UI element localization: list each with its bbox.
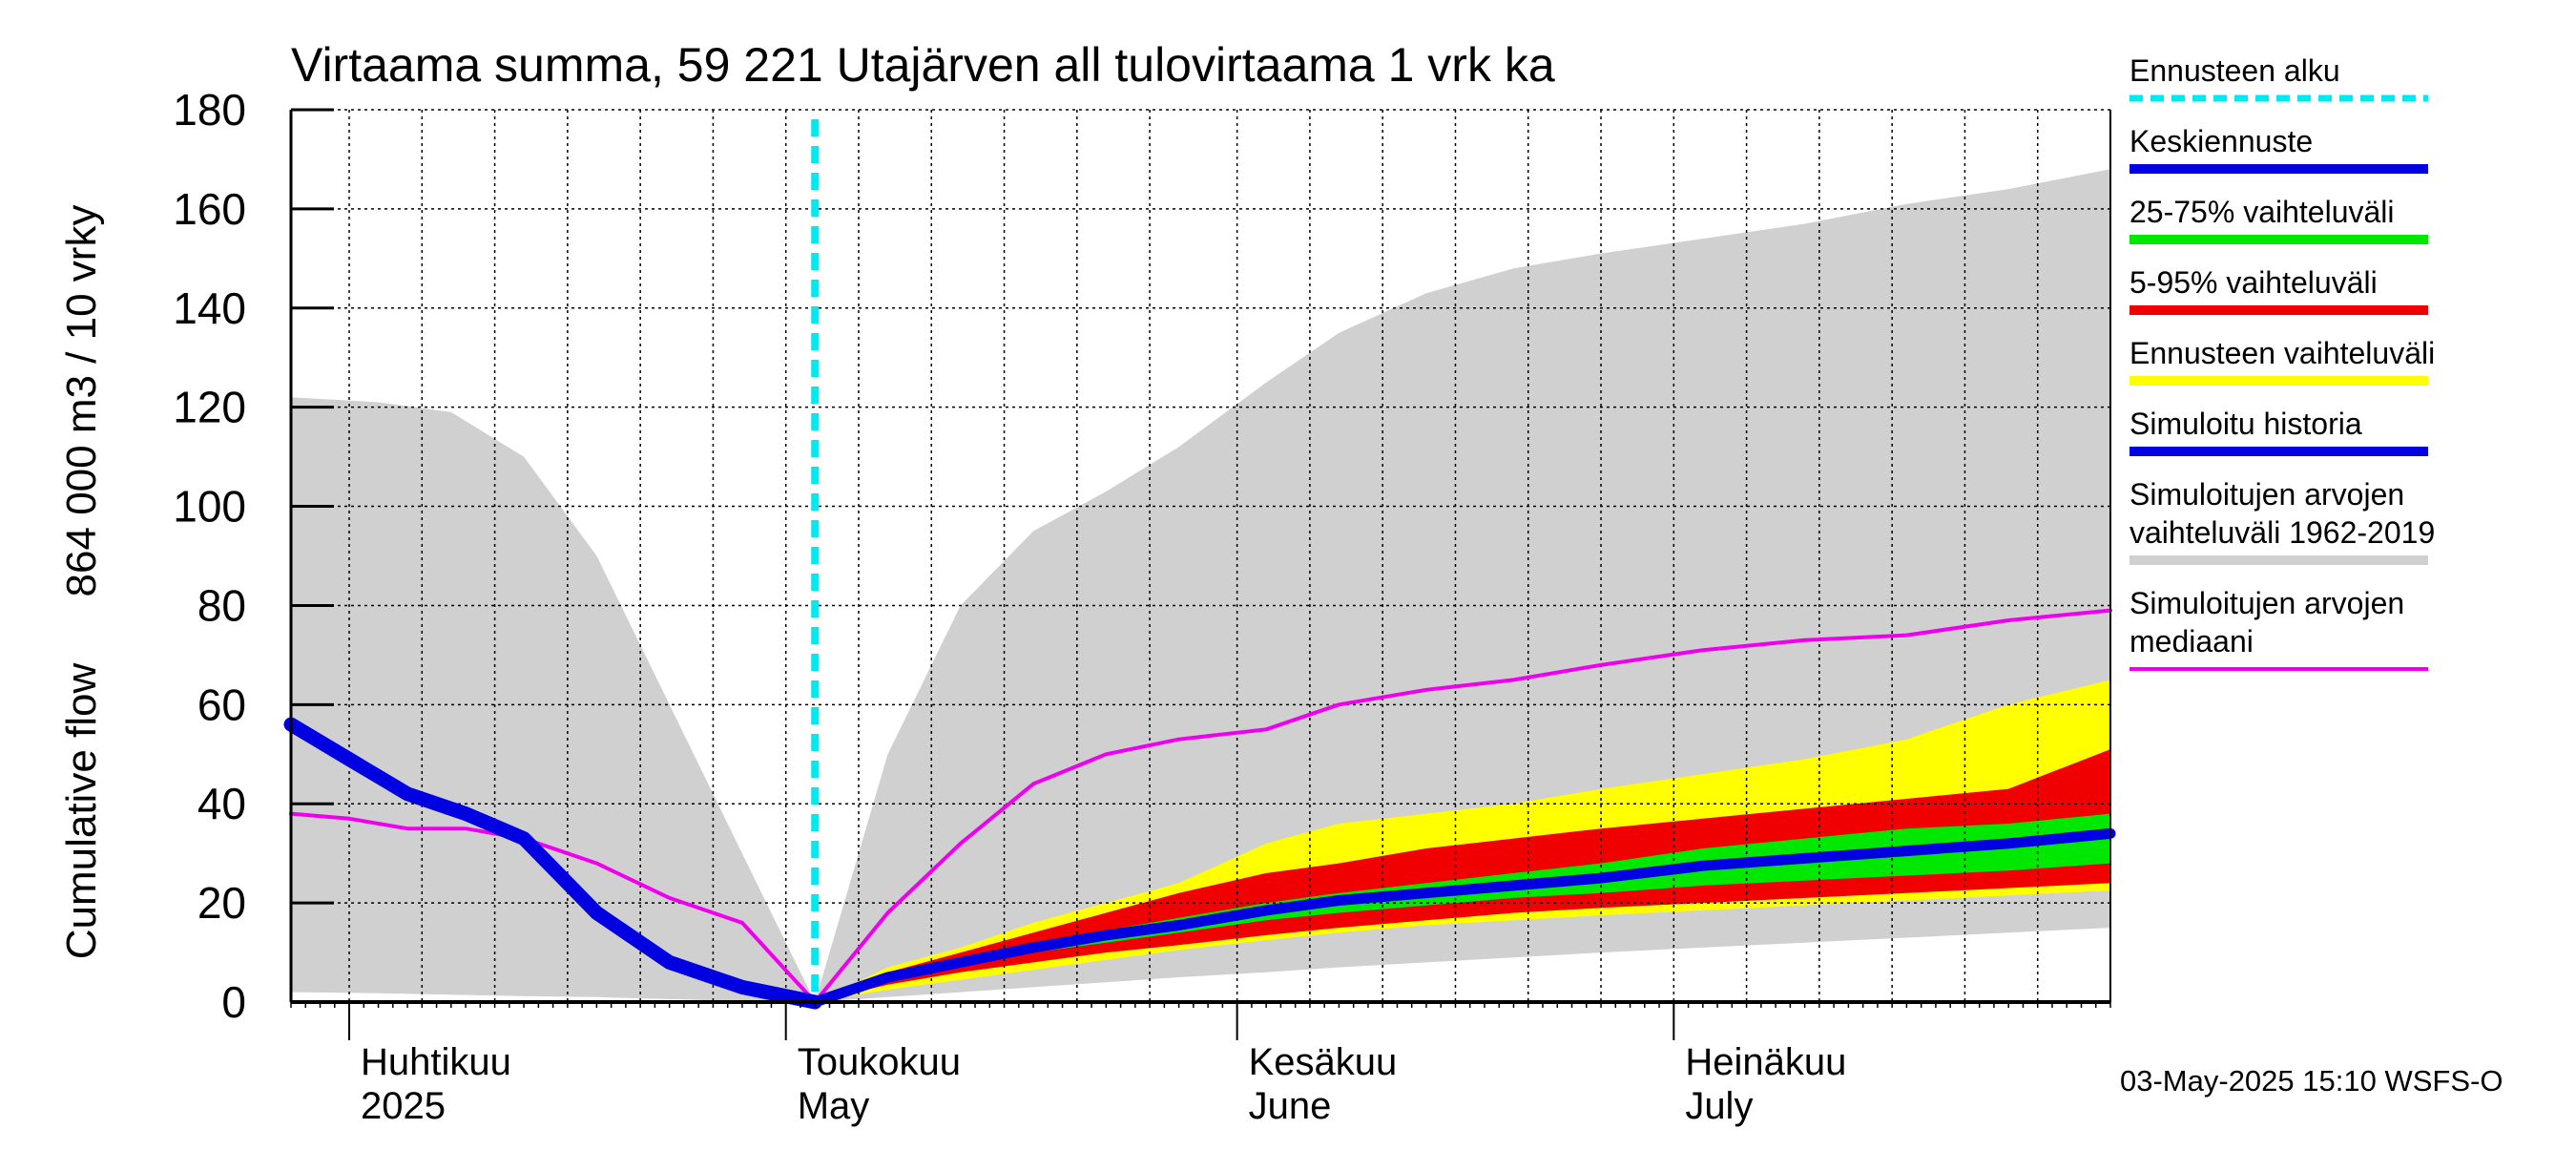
y-tick-label-3: 60	[197, 680, 246, 729]
legend-label-6: Simuloitujen arvojen vaihteluväli 1962-20…	[2129, 477, 2435, 550]
legend: Ennusteen alku Keskiennuste 25-75% vaihtel…	[2129, 53, 2435, 671]
month-label-fi-1: Toukokuu	[798, 1041, 961, 1083]
y-axis-label-en: Cumulative flow	[58, 663, 105, 960]
series-line-6	[809, 827, 2116, 1008]
y-tick-label-2: 40	[197, 779, 246, 828]
y-tick-label-5: 100	[173, 482, 246, 532]
y-axis-label-fi: 864 000 m3 / 10 vrky	[58, 205, 105, 597]
month-label-en-2: June	[1249, 1085, 1332, 1127]
legend-label-3: 5-95% vaihteluväli	[2129, 265, 2378, 300]
legend-label-2: 25-75% vaihteluväli	[2129, 195, 2395, 229]
legend-label-1: Keskiennuste	[2129, 124, 2313, 158]
footer-timestamp: 03-May-2025 15:10 WSFS-O	[2120, 1064, 2503, 1098]
legend-label-4: Ennusteen vaihteluväli	[2129, 336, 2435, 370]
month-label-fi-0: Huhtikuu	[361, 1041, 511, 1083]
y-tick-label-9: 180	[173, 85, 246, 135]
month-label-fi-3: Heinäkuu	[1685, 1041, 1846, 1083]
y-tick-label-6: 120	[173, 383, 246, 432]
y-tick-label-1: 20	[197, 878, 246, 928]
line-layer	[283, 119, 2116, 1010]
month-label-en-0: 2025	[361, 1085, 446, 1127]
series-band-2	[815, 749, 2111, 1002]
y-tick-label-7: 140	[173, 283, 246, 333]
chart-title: Virtaama summa, 59 221 Utajärven all tul…	[291, 38, 1555, 92]
y-tick-label-4: 80	[197, 580, 246, 630]
legend-label-5: Simuloitu historia	[2129, 407, 2362, 441]
y-tick-label-8: 160	[173, 184, 246, 234]
grid-layer	[291, 109, 2110, 1002]
month-label-fi-2: Kesäkuu	[1249, 1041, 1398, 1083]
month-label-en-3: July	[1685, 1085, 1753, 1127]
y-tick-label-0: 0	[221, 977, 246, 1027]
legend-label-0: Ennusteen alku	[2129, 53, 2340, 88]
legend-label-7: Simuloitujen arvojen mediaani	[2129, 586, 2404, 659]
series-line-5	[283, 717, 822, 1010]
month-label-en-1: May	[798, 1085, 870, 1127]
